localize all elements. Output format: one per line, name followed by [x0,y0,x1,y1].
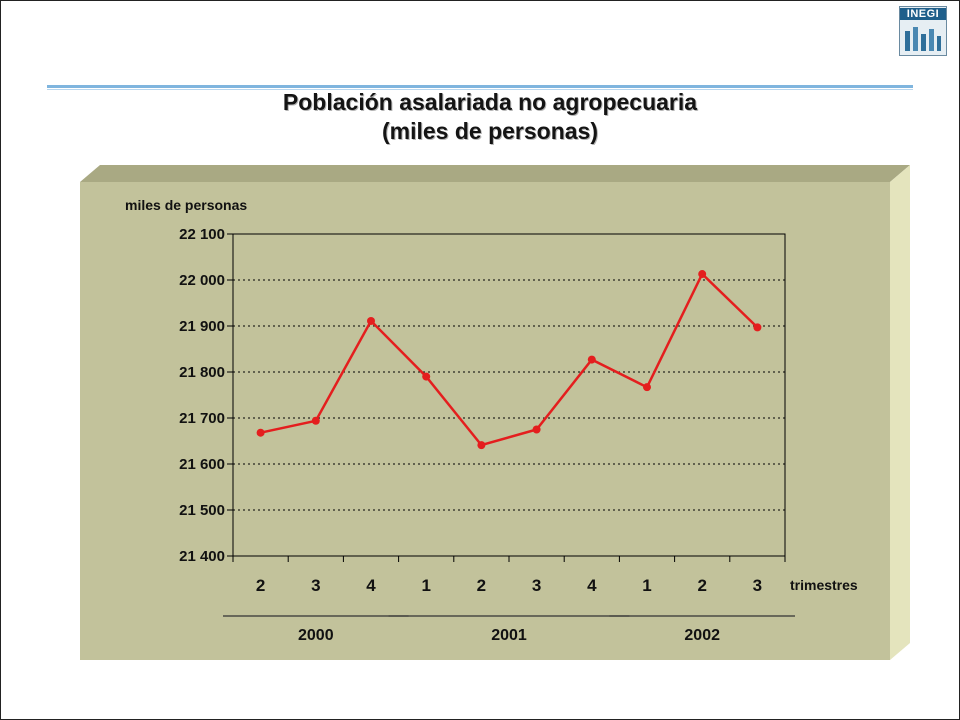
data-point [367,316,375,325]
gridlines [233,279,785,511]
slide-subtitle: (miles de personas) [381,118,599,144]
series-line [260,271,759,447]
year-groups: 2000 2001 2002 [223,615,795,644]
y-tick-label: 22 100 [179,226,225,243]
x-tick-label: 3 [532,576,541,595]
year-label: 2000 [298,627,334,644]
series-points [256,270,762,450]
y-tick-label: 21 500 [179,502,225,519]
y-tick-label: 21 700 [179,410,225,427]
y-tick-label: 21 900 [179,318,225,335]
panel-front-face [80,182,890,660]
panel-side-face [890,165,910,660]
data-point [698,270,707,279]
x-tick-label: 1 [421,576,430,595]
y-axis-title: miles de personas [125,197,247,213]
x-tick-labels: 2 3 4 1 2 3 4 1 2 3 [256,576,762,595]
slide-title: Población asalariada no agropecuaria [282,89,698,115]
x-tick-label: 2 [477,576,486,595]
logo-text: INEGI [900,8,946,20]
y-tick-label: 22 000 [179,272,225,289]
data-point [477,441,486,450]
x-tick-label: 4 [587,576,597,595]
panel-top-face [80,165,910,182]
x-tick-label: 2 [697,576,706,595]
header-rule-thin [47,89,913,90]
data-point [753,323,762,332]
x-tick-label: 3 [311,576,320,595]
data-point [587,355,596,364]
header-rule [47,85,913,88]
logo-bars-icon [905,27,941,51]
x-tick-label: 4 [366,576,376,595]
y-tick-label: 21 600 [179,456,225,473]
y-ticks [227,233,233,557]
data-point [643,383,651,392]
x-tick-label: 3 [753,576,762,595]
y-tick-label: 21 400 [179,548,225,565]
data-point [311,416,320,425]
y-tick-label: 21 800 [179,364,225,381]
data-point [532,425,541,434]
data-point [256,428,265,437]
y-tick-labels: 21 400 21 500 21 600 21 700 21 800 21 900 22 0… [179,226,225,565]
x-tick-label: 2 [256,576,265,595]
inegi-logo: INEGI [899,6,947,56]
x-ticks [232,556,786,562]
year-label: 2002 [684,627,720,644]
x-tick-label: 1 [642,576,651,595]
year-label: 2001 [491,627,527,644]
data-point [422,372,431,381]
x-axis-title: trimestres [790,577,858,593]
